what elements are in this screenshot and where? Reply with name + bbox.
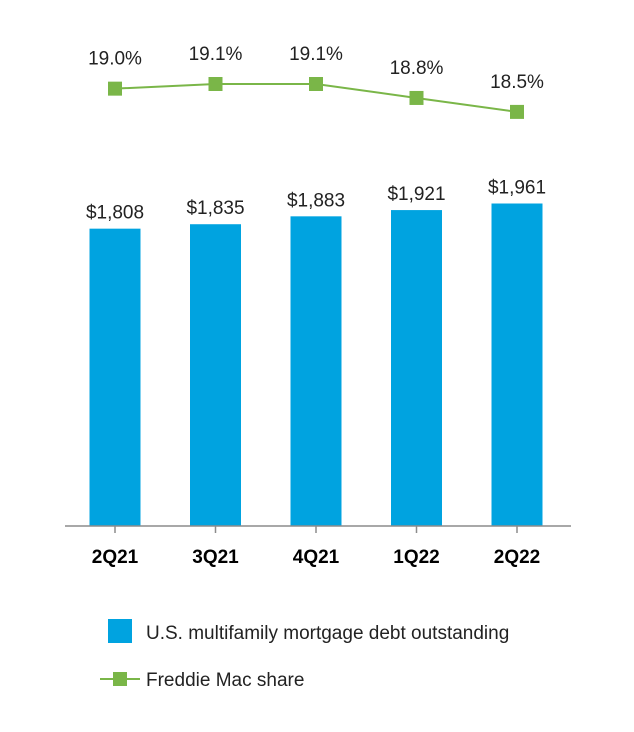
bar-label-2q22: $1,961 bbox=[488, 178, 546, 199]
share-label-3q21: 19.1% bbox=[189, 44, 243, 65]
share-label-2q22: 18.5% bbox=[490, 72, 544, 93]
share-marker-4q21 bbox=[309, 77, 323, 91]
x-axis-ticks bbox=[114, 526, 518, 533]
bar-label-3q21: $1,835 bbox=[186, 198, 244, 219]
legend-label-line: Freddie Mac share bbox=[146, 670, 304, 691]
share-marker-1q22 bbox=[409, 90, 424, 105]
bar-label-4q21: $1,883 bbox=[287, 190, 345, 211]
share-label-2q21: 19.0% bbox=[88, 49, 142, 70]
x-tick-label-4q21: 4Q21 bbox=[293, 547, 340, 568]
legend-swatch-bars bbox=[108, 619, 132, 643]
bar-3q21 bbox=[190, 224, 241, 527]
x-tick-label-2q22: 2Q22 bbox=[494, 547, 540, 568]
bar-labels-layer: $1,808 $1,835 $1,883 $1,921 $1,961 bbox=[86, 178, 546, 224]
share-label-4q21: 19.1% bbox=[289, 44, 343, 65]
bar-2q22 bbox=[491, 203, 543, 526]
x-axis-tick-labels: 2Q21 3Q21 4Q21 1Q22 2Q22 bbox=[92, 547, 540, 568]
bar-label-2q21: $1,808 bbox=[86, 203, 144, 224]
x-tick-label-3q21: 3Q21 bbox=[192, 547, 239, 568]
bars-layer bbox=[89, 203, 543, 527]
legend-swatch-marker bbox=[113, 672, 127, 686]
bar-label-1q22: $1,921 bbox=[387, 184, 445, 205]
share-line-layer bbox=[108, 77, 524, 119]
bar-2q21 bbox=[89, 228, 141, 526]
share-marker-2q22 bbox=[510, 104, 524, 119]
share-marker-3q21 bbox=[208, 77, 223, 91]
x-tick-label-2q21: 2Q21 bbox=[92, 547, 139, 568]
bar-4q21 bbox=[290, 216, 342, 526]
share-labels-layer: 19.0% 19.1% 19.1% 18.8% 18.5% bbox=[88, 44, 544, 93]
legend: U.S. multifamily mortgage debt outstandi… bbox=[100, 619, 509, 691]
legend-label-bars: U.S. multifamily mortgage debt outstandi… bbox=[146, 623, 509, 644]
x-tick-label-1q22: 1Q22 bbox=[393, 547, 439, 568]
bar-1q22 bbox=[391, 210, 442, 526]
share-marker-2q21 bbox=[108, 81, 122, 96]
share-label-1q22: 18.8% bbox=[390, 58, 444, 79]
